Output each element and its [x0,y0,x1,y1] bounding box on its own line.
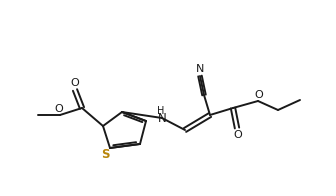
Text: O: O [255,90,263,100]
Text: O: O [71,78,79,88]
Text: N: N [158,112,166,124]
Text: H: H [157,106,165,116]
Text: O: O [55,104,64,114]
Text: N: N [196,64,204,74]
Text: O: O [234,130,242,140]
Text: S: S [101,149,109,162]
